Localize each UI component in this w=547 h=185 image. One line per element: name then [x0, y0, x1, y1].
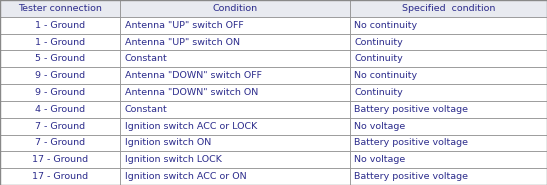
Bar [120, 34, 350, 51]
Bar [350, 134, 547, 151]
Text: Ignition switch ACC or ON: Ignition switch ACC or ON [125, 172, 246, 181]
Bar [120, 118, 350, 134]
Bar [120, 67, 350, 84]
Text: Antenna "UP" switch OFF: Antenna "UP" switch OFF [125, 21, 243, 30]
Text: Antenna "DOWN" switch OFF: Antenna "DOWN" switch OFF [125, 71, 261, 80]
Bar [0, 151, 120, 168]
Text: 17 - Ground: 17 - Ground [32, 172, 88, 181]
Text: No continuity: No continuity [354, 71, 417, 80]
Bar [0, 34, 120, 51]
Text: Antenna "DOWN" switch ON: Antenna "DOWN" switch ON [125, 88, 258, 97]
Text: 9 - Ground: 9 - Ground [35, 88, 85, 97]
Bar [350, 17, 547, 34]
Text: 4 - Ground: 4 - Ground [35, 105, 85, 114]
Bar [120, 151, 350, 168]
Bar [120, 168, 350, 185]
Bar [350, 118, 547, 134]
Bar [0, 51, 120, 67]
Text: No voltage: No voltage [354, 155, 406, 164]
Text: Constant: Constant [125, 105, 167, 114]
Text: Battery positive voltage: Battery positive voltage [354, 105, 468, 114]
Bar [120, 134, 350, 151]
Text: 7 - Ground: 7 - Ground [35, 122, 85, 131]
Bar [0, 168, 120, 185]
Bar [0, 134, 120, 151]
Bar [350, 101, 547, 118]
Text: Antenna "UP" switch ON: Antenna "UP" switch ON [125, 38, 240, 47]
Bar [350, 67, 547, 84]
Text: No voltage: No voltage [354, 122, 406, 131]
Text: Ignition switch LOCK: Ignition switch LOCK [125, 155, 222, 164]
Bar [120, 51, 350, 67]
Text: Battery positive voltage: Battery positive voltage [354, 138, 468, 147]
Bar [120, 84, 350, 101]
Text: Tester connection: Tester connection [18, 4, 102, 13]
Text: 1 - Ground: 1 - Ground [35, 21, 85, 30]
Bar [0, 67, 120, 84]
Bar [350, 0, 547, 17]
Text: Specified  condition: Specified condition [402, 4, 495, 13]
Text: Ignition switch ACC or LOCK: Ignition switch ACC or LOCK [125, 122, 257, 131]
Bar [350, 51, 547, 67]
Bar [0, 84, 120, 101]
Bar [0, 101, 120, 118]
Text: 17 - Ground: 17 - Ground [32, 155, 88, 164]
Text: Continuity: Continuity [354, 88, 403, 97]
Text: No continuity: No continuity [354, 21, 417, 30]
Text: Battery positive voltage: Battery positive voltage [354, 172, 468, 181]
Bar [120, 101, 350, 118]
Bar [0, 118, 120, 134]
Bar [120, 0, 350, 17]
Bar [0, 17, 120, 34]
Bar [350, 151, 547, 168]
Text: Constant: Constant [125, 54, 167, 63]
Bar [350, 84, 547, 101]
Text: 1 - Ground: 1 - Ground [35, 38, 85, 47]
Bar [0, 0, 120, 17]
Text: Continuity: Continuity [354, 38, 403, 47]
Text: Ignition switch ON: Ignition switch ON [125, 138, 211, 147]
Text: 7 - Ground: 7 - Ground [35, 138, 85, 147]
Bar [120, 17, 350, 34]
Text: 9 - Ground: 9 - Ground [35, 71, 85, 80]
Text: Condition: Condition [213, 4, 258, 13]
Text: Continuity: Continuity [354, 54, 403, 63]
Text: 5 - Ground: 5 - Ground [35, 54, 85, 63]
Bar [350, 168, 547, 185]
Bar [350, 34, 547, 51]
